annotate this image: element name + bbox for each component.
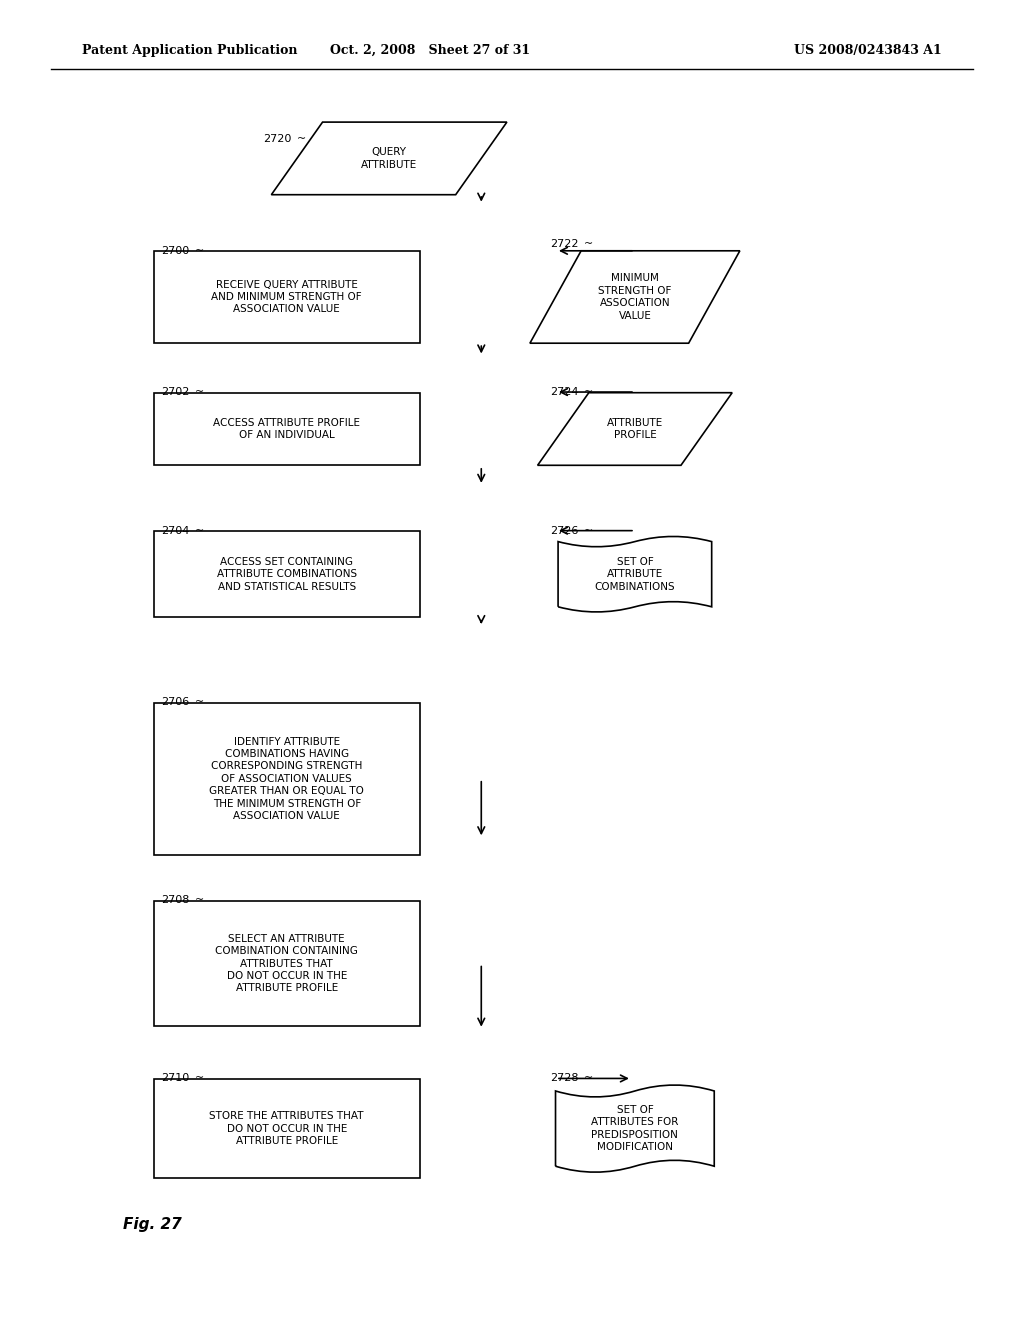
Text: 2710: 2710 [161, 1073, 189, 1084]
Text: ~: ~ [584, 239, 593, 249]
Text: ACCESS ATTRIBUTE PROFILE
OF AN INDIVIDUAL: ACCESS ATTRIBUTE PROFILE OF AN INDIVIDUA… [213, 418, 360, 440]
Text: 2708: 2708 [161, 895, 189, 906]
Text: US 2008/0243843 A1: US 2008/0243843 A1 [795, 44, 942, 57]
Text: ~: ~ [195, 697, 204, 708]
Text: 2702: 2702 [161, 387, 189, 397]
Text: ~: ~ [195, 895, 204, 906]
FancyBboxPatch shape [154, 532, 420, 618]
Text: ~: ~ [584, 525, 593, 536]
FancyBboxPatch shape [154, 251, 420, 343]
Text: Fig. 27: Fig. 27 [123, 1217, 181, 1233]
Text: MINIMUM
STRENGTH OF
ASSOCIATION
VALUE: MINIMUM STRENGTH OF ASSOCIATION VALUE [598, 273, 672, 321]
PathPatch shape [558, 536, 712, 612]
Text: Oct. 2, 2008   Sheet 27 of 31: Oct. 2, 2008 Sheet 27 of 31 [330, 44, 530, 57]
Text: 2726: 2726 [550, 525, 579, 536]
Text: Patent Application Publication: Patent Application Publication [82, 44, 297, 57]
PathPatch shape [555, 1085, 715, 1172]
FancyBboxPatch shape [154, 392, 420, 465]
Text: 2704: 2704 [161, 525, 189, 536]
Text: 2728: 2728 [550, 1073, 579, 1084]
Text: SET OF
ATTRIBUTE
COMBINATIONS: SET OF ATTRIBUTE COMBINATIONS [595, 557, 675, 591]
FancyBboxPatch shape [154, 900, 420, 1027]
Text: 2720: 2720 [263, 133, 292, 144]
FancyBboxPatch shape [154, 1080, 420, 1179]
Text: ATTRIBUTE
PROFILE: ATTRIBUTE PROFILE [607, 418, 663, 440]
Text: ~: ~ [195, 387, 204, 397]
Polygon shape [530, 251, 739, 343]
Text: ~: ~ [297, 133, 306, 144]
Text: QUERY
ATTRIBUTE: QUERY ATTRIBUTE [361, 148, 417, 169]
Text: 2724: 2724 [550, 387, 579, 397]
Text: 2706: 2706 [161, 697, 189, 708]
Polygon shape [538, 393, 732, 465]
Text: ~: ~ [195, 246, 204, 256]
Text: ~: ~ [195, 525, 204, 536]
Text: RECEIVE QUERY ATTRIBUTE
AND MINIMUM STRENGTH OF
ASSOCIATION VALUE: RECEIVE QUERY ATTRIBUTE AND MINIMUM STRE… [211, 280, 362, 314]
Text: ~: ~ [195, 1073, 204, 1084]
Polygon shape [271, 123, 507, 195]
Text: IDENTIFY ATTRIBUTE
COMBINATIONS HAVING
CORRESPONDING STRENGTH
OF ASSOCIATION VAL: IDENTIFY ATTRIBUTE COMBINATIONS HAVING C… [209, 737, 365, 821]
Text: 2722: 2722 [550, 239, 579, 249]
Text: ACCESS SET CONTAINING
ATTRIBUTE COMBINATIONS
AND STATISTICAL RESULTS: ACCESS SET CONTAINING ATTRIBUTE COMBINAT… [217, 557, 356, 591]
Text: SET OF
ATTRIBUTES FOR
PREDISPOSITION
MODIFICATION: SET OF ATTRIBUTES FOR PREDISPOSITION MOD… [591, 1105, 679, 1152]
FancyBboxPatch shape [154, 704, 420, 855]
Text: SELECT AN ATTRIBUTE
COMBINATION CONTAINING
ATTRIBUTES THAT
DO NOT OCCUR IN THE
A: SELECT AN ATTRIBUTE COMBINATION CONTAINI… [215, 933, 358, 994]
Text: ~: ~ [584, 1073, 593, 1084]
Text: 2700: 2700 [161, 246, 189, 256]
Text: STORE THE ATTRIBUTES THAT
DO NOT OCCUR IN THE
ATTRIBUTE PROFILE: STORE THE ATTRIBUTES THAT DO NOT OCCUR I… [210, 1111, 364, 1146]
Text: ~: ~ [584, 387, 593, 397]
